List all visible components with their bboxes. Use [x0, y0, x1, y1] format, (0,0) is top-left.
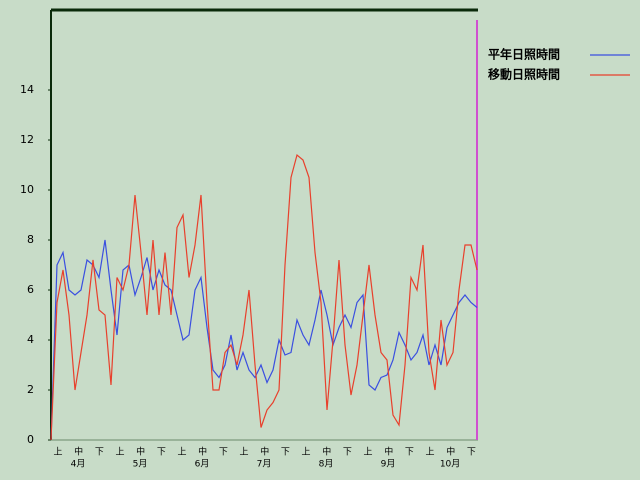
x-tick-label: 下 [219, 448, 228, 458]
x-tick-label: 上 [116, 447, 125, 458]
month-label: 10月 [440, 459, 460, 470]
x-tick-label: 下 [343, 448, 352, 458]
x-tick-label: 下 [281, 448, 290, 458]
series-line [50, 153, 478, 441]
y-tick-label: 2 [27, 383, 34, 396]
x-tick-label: 中 [322, 446, 331, 458]
month-label: 9月 [381, 459, 396, 470]
y-tick-label: 4 [27, 333, 34, 346]
y-tick-label: 6 [27, 283, 34, 296]
y-tick-label: 12 [20, 133, 34, 146]
x-tick-label: 中 [198, 446, 207, 458]
x-tick-label: 下 [405, 448, 414, 458]
month-label: 5月 [133, 459, 148, 470]
month-label: 4月 [71, 459, 86, 470]
x-tick-label: 中 [260, 446, 269, 458]
series-line [50, 239, 478, 441]
x-tick-label: 上 [240, 447, 249, 458]
y-tick-label: 14 [20, 83, 34, 96]
x-tick-label: 上 [53, 447, 62, 458]
legend-label: 平年日照時間 [488, 47, 560, 62]
x-tick-label: 中 [384, 446, 393, 458]
y-tick-label: 10 [20, 183, 34, 196]
y-tick-label: 8 [27, 233, 34, 246]
x-tick-label: 上 [302, 447, 311, 458]
x-tick-label: 下 [157, 448, 166, 458]
x-tick-label: 中 [136, 446, 145, 458]
x-tick-label: 上 [364, 447, 373, 458]
month-label: 6月 [195, 459, 210, 470]
x-tick-label: 上 [426, 447, 435, 458]
legend-label: 移動日照時間 [488, 67, 560, 82]
x-tick-label: 中 [446, 446, 455, 458]
y-tick-label: 0 [27, 433, 34, 446]
x-tick-label: 中 [74, 446, 83, 458]
month-label: 8月 [319, 459, 334, 470]
x-tick-label: 上 [178, 447, 187, 458]
month-label: 7月 [257, 459, 272, 470]
x-tick-label: 下 [467, 448, 476, 458]
x-tick-label: 下 [95, 448, 104, 458]
